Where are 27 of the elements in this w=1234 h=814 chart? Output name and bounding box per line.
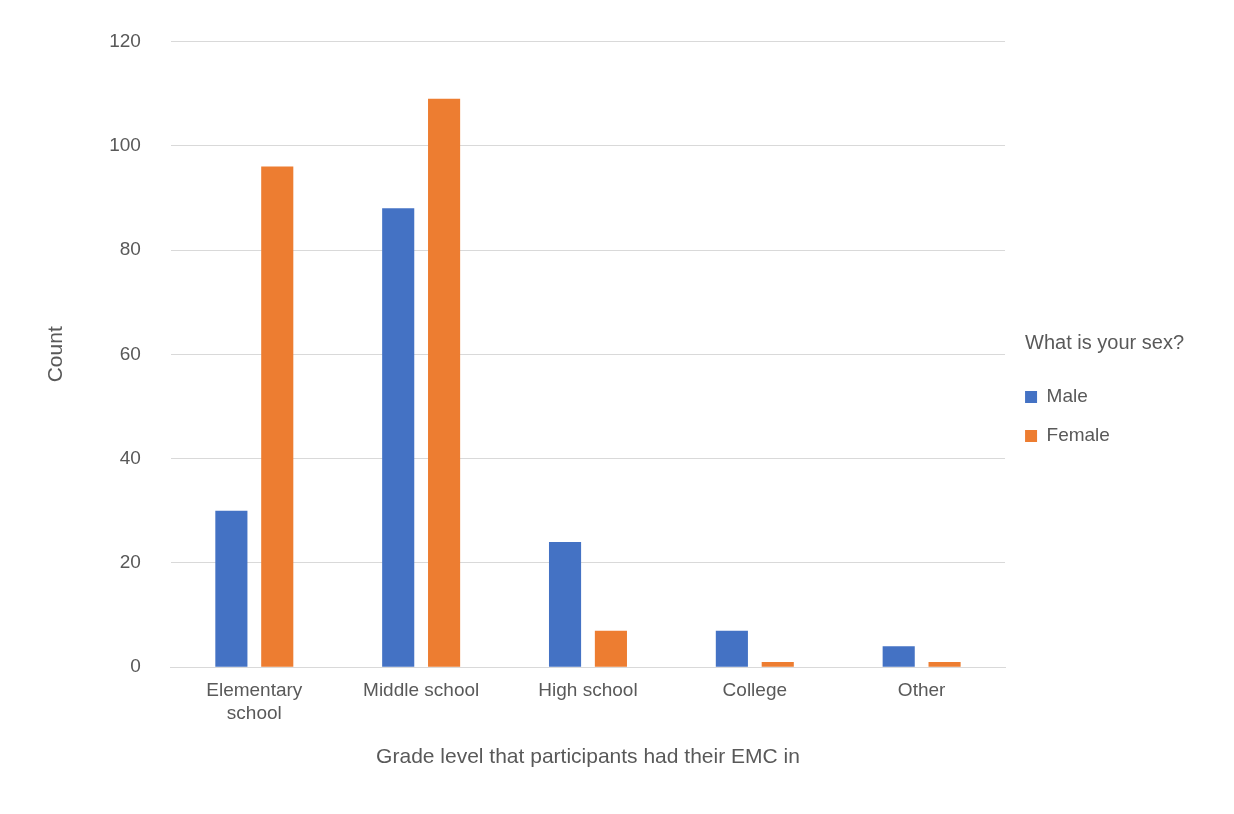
legend-title: What is your sex? (1025, 331, 1184, 354)
y-tick-label: 20 (119, 551, 141, 573)
bar (382, 208, 415, 667)
bar (761, 661, 794, 667)
y-tick-label: 60 (119, 342, 141, 364)
y-tick-label: 80 (119, 238, 141, 260)
bar (215, 510, 248, 667)
bar (428, 98, 461, 667)
legend-label: Male (1046, 385, 1088, 407)
bar (261, 166, 294, 667)
x-axis-title: Grade level that participants had their EMC in (376, 744, 800, 768)
bar (715, 630, 748, 667)
x-tick-label: Other (897, 678, 947, 700)
bar (882, 646, 915, 667)
y-tick-label: 100 (109, 133, 141, 155)
y-tick-label: 120 (109, 29, 141, 51)
y-tick-label: 0 (130, 655, 141, 677)
bar (548, 542, 582, 667)
y-tick-label: 40 (119, 446, 141, 468)
legend-label: Female (1046, 424, 1110, 446)
x-tick-label: College (722, 678, 788, 700)
x-tick-label: Elementary school (206, 678, 303, 723)
y-axis-title: Count (43, 326, 67, 383)
bar (928, 661, 961, 667)
bar (594, 630, 627, 667)
x-tick-label: Middle school (363, 678, 480, 700)
x-tick-label: High school (538, 678, 638, 700)
